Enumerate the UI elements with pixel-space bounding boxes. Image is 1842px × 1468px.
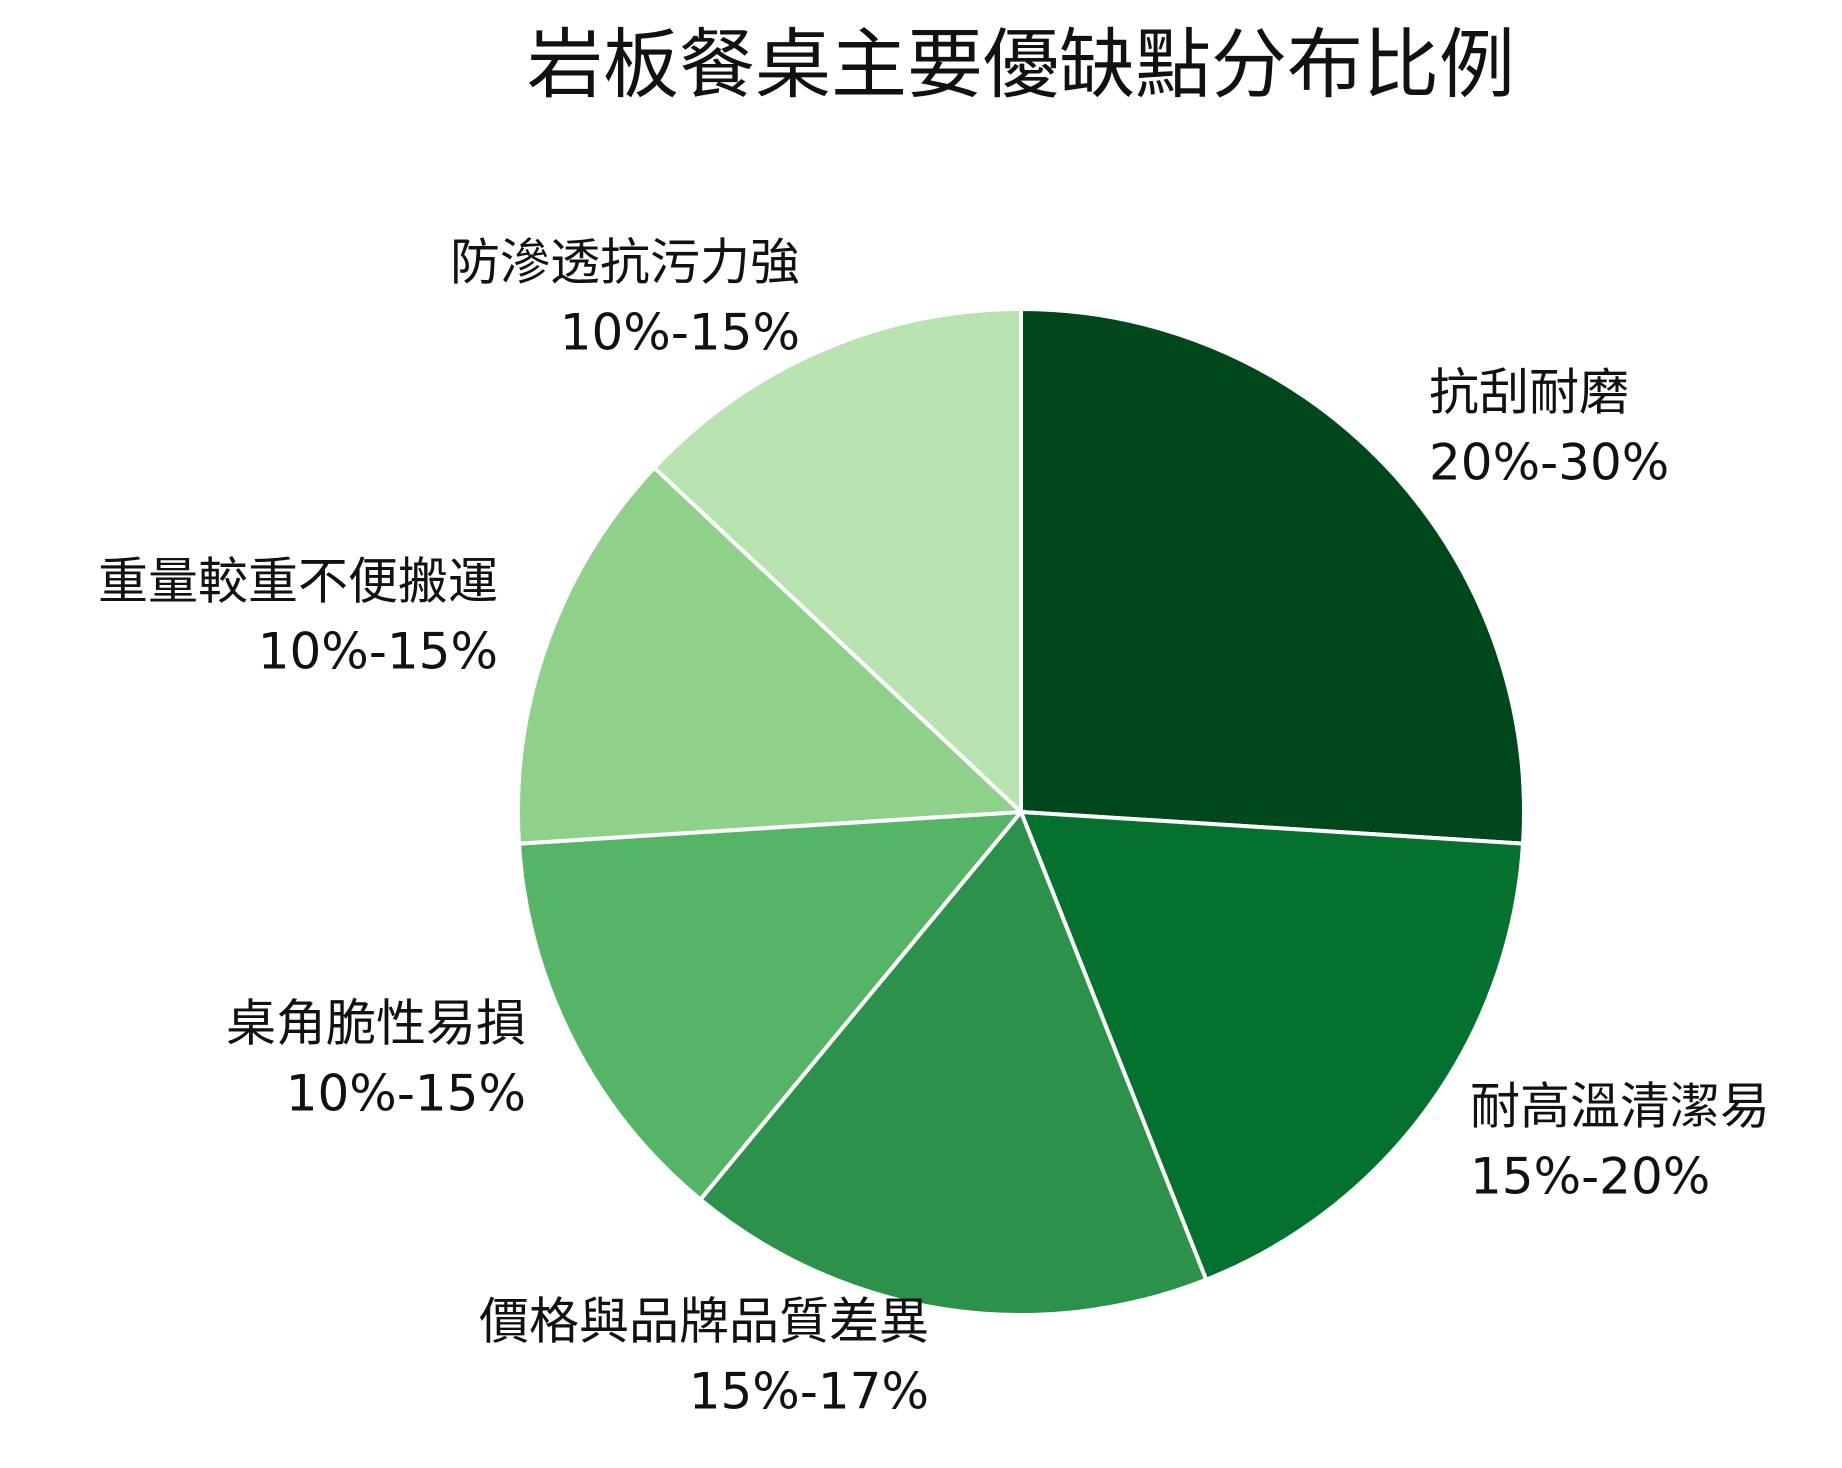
slice-label: 耐高溫清潔易 [1470, 1078, 1770, 1136]
slice-value-label: 15%-17% [689, 1363, 929, 1421]
pie-slice [1019, 306, 1526, 846]
chart-title: 岩板餐桌主要優缺點分布比例 [527, 20, 1515, 109]
slice-value-label: 15%-20% [1470, 1148, 1710, 1206]
pie-slice [516, 809, 1026, 1203]
slice-label: 桌角脆性易損 [226, 995, 526, 1053]
slice-label: 抗刮耐磨 [1429, 364, 1629, 422]
slice-value-label: 10%-15% [258, 623, 498, 681]
slice-value-label: 10%-15% [286, 1065, 526, 1123]
slice-label: 重量較重不便搬運 [98, 553, 498, 611]
pie-slice [1017, 809, 1526, 1283]
pie-slice [516, 464, 1026, 846]
slice-label: 防滲透抗污力強 [450, 234, 800, 292]
slice-value-label: 10%-15% [560, 304, 800, 362]
slice-value-label: 20%-30% [1429, 434, 1669, 492]
pie-slice [697, 808, 1209, 1317]
pie-slice [651, 306, 1023, 817]
slice-label: 價格與品牌品質差異 [479, 1293, 929, 1351]
